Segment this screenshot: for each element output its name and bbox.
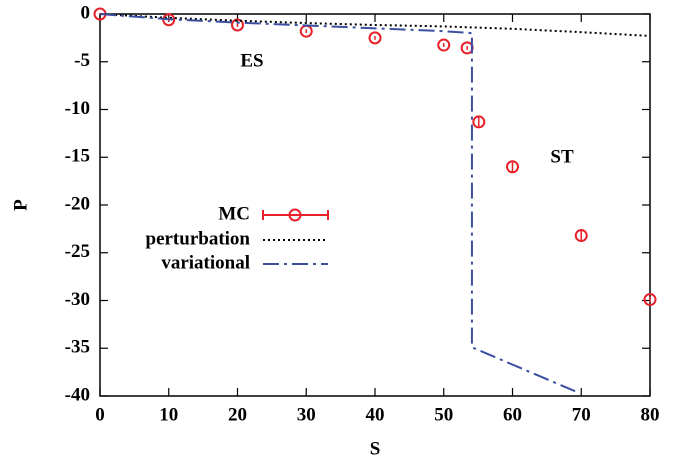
legend-label: MC <box>218 203 250 224</box>
legend-sample <box>288 208 302 222</box>
x-tick-label: 40 <box>366 404 385 425</box>
data-point <box>574 229 588 243</box>
x-tick-label: 60 <box>503 404 522 425</box>
y-tick-label: -20 <box>65 193 90 214</box>
y-tick-label: -35 <box>65 337 90 358</box>
data-point <box>437 38 451 52</box>
y-tick-label: -40 <box>65 384 90 405</box>
legend-label: perturbation <box>146 228 251 249</box>
x-tick-label: 20 <box>228 404 247 425</box>
x-tick-label: 30 <box>297 404 316 425</box>
annotation: ST <box>550 146 574 167</box>
x-axis-label: S <box>370 438 381 459</box>
y-tick-label: -5 <box>74 50 90 71</box>
x-tick-label: 50 <box>434 404 453 425</box>
y-tick-label: -10 <box>65 98 90 119</box>
series-line <box>99 13 576 393</box>
annotation: ES <box>240 50 263 71</box>
y-tick-label: -15 <box>65 146 90 167</box>
data-point <box>643 293 657 307</box>
x-tick-label: 80 <box>641 404 660 425</box>
data-point <box>231 18 244 32</box>
x-tick-label: 0 <box>95 404 105 425</box>
data-point <box>472 115 486 129</box>
y-tick-label: -30 <box>65 289 90 310</box>
series-line <box>99 13 651 37</box>
x-tick-label: 70 <box>572 404 591 425</box>
y-tick-label: 0 <box>81 2 91 23</box>
y-tick-label: -25 <box>65 241 90 262</box>
data-point <box>368 31 382 45</box>
plot-frame <box>99 13 651 397</box>
y-axis-label: P <box>10 199 31 211</box>
legend-label: variational <box>161 252 250 273</box>
data-point <box>506 160 519 174</box>
x-tick-label: 10 <box>159 404 178 425</box>
